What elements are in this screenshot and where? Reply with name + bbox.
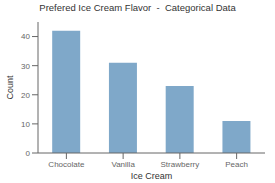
svg-text:0: 0 xyxy=(26,149,31,158)
svg-text:20: 20 xyxy=(21,91,30,100)
svg-text:40: 40 xyxy=(21,32,30,41)
svg-text:Strawberry: Strawberry xyxy=(161,160,200,169)
svg-text:Peach: Peach xyxy=(225,160,248,169)
svg-text:Count: Count xyxy=(8,75,15,100)
svg-text:Vanilla: Vanilla xyxy=(111,160,135,169)
html-text:Prefered Ice Cream Flavor - Ca: Prefered Ice Cream Flavor - Categorical … xyxy=(39,2,236,13)
svg-text:Ice Cream: Ice Cream xyxy=(131,171,173,181)
svg-text:10: 10 xyxy=(21,120,30,129)
svg-text:30: 30 xyxy=(21,62,30,71)
svg-text:Chocolate: Chocolate xyxy=(48,160,85,169)
